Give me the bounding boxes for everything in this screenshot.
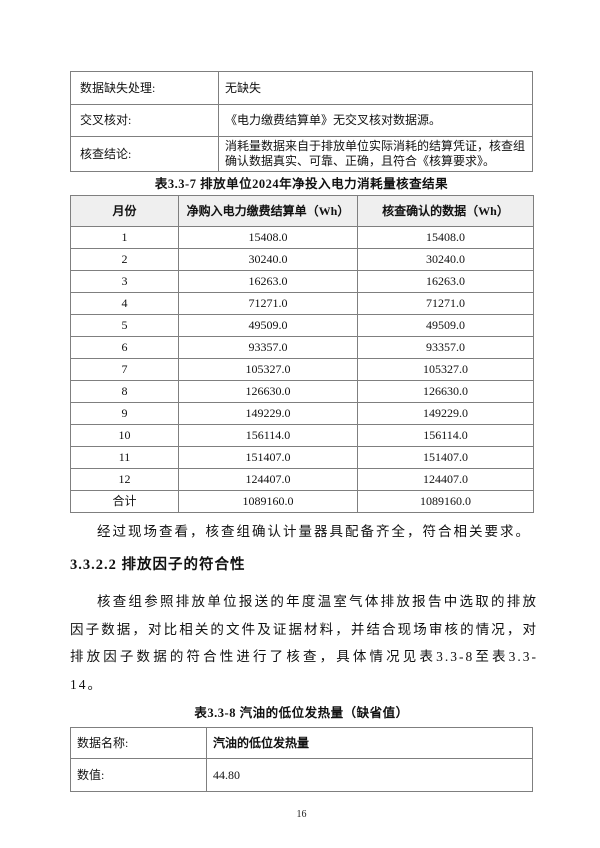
table-cell: 数据缺失处理: <box>70 71 219 105</box>
gasoline-heating-value-table: 数据名称: 汽油的低位发热量 数值: 44.80 <box>70 727 533 792</box>
table-cell: 合计 <box>70 490 179 513</box>
table-row: 1 15408.0 15408.0 <box>70 226 534 249</box>
electricity-consumption-table: 月份 净购入电力缴费结算单（Wh） 核查确认的数据（Wh） 1 15408.0 15… <box>70 195 534 513</box>
table-cell: 49509.0 <box>357 314 534 337</box>
table-cell: 126630.0 <box>178 380 358 403</box>
table-header-row: 月份 净购入电力缴费结算单（Wh） 核查确认的数据（Wh） <box>70 195 534 227</box>
table-cell: 4 <box>70 292 179 315</box>
table-caption-3-3-8: 表3.3-8 汽油的低位发热量（缺省值） <box>194 706 409 720</box>
table-row: 4 71271.0 71271.0 <box>70 292 534 315</box>
table-cell: 15408.0 <box>178 226 358 249</box>
table-row: 8 126630.0 126630.0 <box>70 380 534 403</box>
table-row: 数据缺失处理: 无缺失 <box>70 71 533 105</box>
table-row: 数值: 44.80 <box>70 758 533 792</box>
table-cell: 1089160.0 <box>178 490 358 513</box>
table-cell: 151407.0 <box>178 446 358 469</box>
table-cell: 交叉核对: <box>70 104 219 137</box>
table-cell: 30240.0 <box>357 248 534 271</box>
table-cell: 124407.0 <box>357 468 534 491</box>
table-cell: 1089160.0 <box>357 490 534 513</box>
table-cell: 3 <box>70 270 179 293</box>
page-number: 16 <box>296 809 307 820</box>
table-cell: 无缺失 <box>218 71 533 105</box>
section-heading-3-3-2-2: 3.3.2.2 排放因子的符合性 <box>70 557 246 573</box>
paragraph-site-check: 经过现场查看，核查组确认计量器具配备齐全，符合相关要求。 <box>97 524 531 539</box>
table-cell: 126630.0 <box>357 380 534 403</box>
table-cell: 156114.0 <box>178 424 358 447</box>
table-cell: 8 <box>70 380 179 403</box>
table-row: 2 30240.0 30240.0 <box>70 248 534 271</box>
table-cell: 156114.0 <box>357 424 534 447</box>
table-row: 9 149229.0 149229.0 <box>70 402 534 425</box>
table-row: 核查结论: 消耗量数据来自于排放单位实际消耗的结算凭证，核查组确认数据真实、可靠、… <box>70 136 533 172</box>
table-cell: 93357.0 <box>357 336 534 359</box>
table-cell: 149229.0 <box>178 402 358 425</box>
table-cell: 16263.0 <box>357 270 534 293</box>
column-header-billing: 净购入电力缴费结算单（Wh） <box>178 195 358 227</box>
table-cell: 1 <box>70 226 179 249</box>
table-cell: 16263.0 <box>178 270 358 293</box>
table-cell: 2 <box>70 248 179 271</box>
table-cell: 15408.0 <box>357 226 534 249</box>
table-cell: 151407.0 <box>357 446 534 469</box>
table-cell: 核查结论: <box>70 136 219 172</box>
table-cell: 105327.0 <box>178 358 358 381</box>
table-cell: 44.80 <box>206 758 533 792</box>
table-caption-3-3-7: 表3.3-7 排放单位2024年净投入电力消耗量核查结果 <box>154 177 449 191</box>
table-cell: 《电力缴费结算单》无交叉核对数据源。 <box>218 104 533 137</box>
column-header-month: 月份 <box>70 195 179 227</box>
table-row: 11 151407.0 151407.0 <box>70 446 534 469</box>
paragraph-emission-factors: 核查组参照排放单位报送的年度温室气体排放报告中选取的排放因子数据，对比相关的文件… <box>70 594 538 692</box>
table-row: 3 16263.0 16263.0 <box>70 270 534 293</box>
table-cell: 49509.0 <box>178 314 358 337</box>
table-cell: 124407.0 <box>178 468 358 491</box>
table-cell: 5 <box>70 314 179 337</box>
table-row: 10 156114.0 156114.0 <box>70 424 534 447</box>
table-cell: 汽油的低位发热量 <box>206 727 533 759</box>
table-cell: 149229.0 <box>357 402 534 425</box>
table-row: 合计 1089160.0 1089160.0 <box>70 490 534 513</box>
table-row: 交叉核对: 《电力缴费结算单》无交叉核对数据源。 <box>70 104 533 137</box>
table-cell: 数据名称: <box>70 727 207 759</box>
table-cell: 30240.0 <box>178 248 358 271</box>
table-cell: 7 <box>70 358 179 381</box>
table-cell: 12 <box>70 468 179 491</box>
table-cell: 71271.0 <box>357 292 534 315</box>
table-cell: 9 <box>70 402 179 425</box>
table-row: 数据名称: 汽油的低位发热量 <box>70 727 533 759</box>
table-cell: 消耗量数据来自于排放单位实际消耗的结算凭证，核查组确认数据真实、可靠、正确，且符… <box>218 136 533 172</box>
column-header-confirmed: 核查确认的数据（Wh） <box>357 195 534 227</box>
table-row: 5 49509.0 49509.0 <box>70 314 534 337</box>
table-row: 12 124407.0 124407.0 <box>70 468 534 491</box>
table-cell: 10 <box>70 424 179 447</box>
table-cell: 11 <box>70 446 179 469</box>
verification-summary-table: 数据缺失处理: 无缺失 交叉核对: 《电力缴费结算单》无交叉核对数据源。 核查结论: 消耗… <box>70 71 533 172</box>
table-row: 6 93357.0 93357.0 <box>70 336 534 359</box>
table-cell: 6 <box>70 336 179 359</box>
table-cell: 93357.0 <box>178 336 358 359</box>
table-cell: 数值: <box>70 758 207 792</box>
table-cell: 71271.0 <box>178 292 358 315</box>
table-cell: 105327.0 <box>357 358 534 381</box>
table-row: 7 105327.0 105327.0 <box>70 358 534 381</box>
